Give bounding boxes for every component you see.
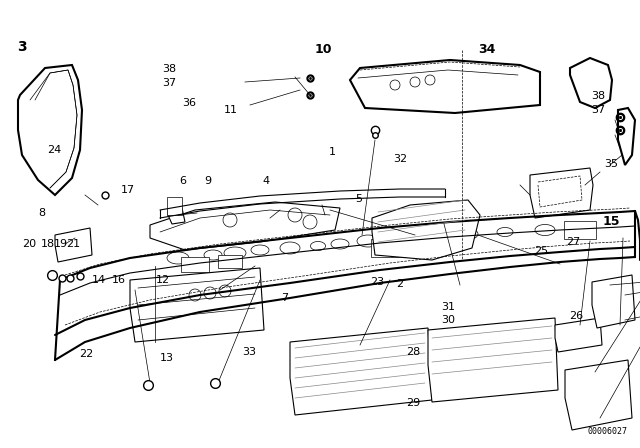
Text: 2: 2 xyxy=(396,280,404,289)
Polygon shape xyxy=(130,268,264,342)
Circle shape xyxy=(288,208,302,222)
Text: 9: 9 xyxy=(204,177,212,186)
Polygon shape xyxy=(350,60,540,113)
Polygon shape xyxy=(555,318,602,352)
Polygon shape xyxy=(150,202,340,250)
Text: 29: 29 xyxy=(406,398,420,408)
Text: 17: 17 xyxy=(121,185,135,195)
Polygon shape xyxy=(168,208,185,224)
Circle shape xyxy=(303,215,317,229)
Bar xyxy=(564,221,596,239)
Text: 00006027: 00006027 xyxy=(588,427,628,436)
Bar xyxy=(218,255,242,268)
Text: 18: 18 xyxy=(41,239,55,249)
Text: 21: 21 xyxy=(67,239,81,249)
Text: 16: 16 xyxy=(111,275,125,285)
Text: 38: 38 xyxy=(163,65,177,74)
Text: 5: 5 xyxy=(355,194,362,204)
Text: 38: 38 xyxy=(591,91,605,101)
Text: 8: 8 xyxy=(38,208,45,218)
Text: 33: 33 xyxy=(243,347,257,357)
Text: 30: 30 xyxy=(441,315,455,325)
Text: 19: 19 xyxy=(54,239,68,249)
Text: 3: 3 xyxy=(17,40,28,54)
Polygon shape xyxy=(18,65,82,195)
Text: 7: 7 xyxy=(281,293,289,303)
Polygon shape xyxy=(565,360,632,430)
Text: 15: 15 xyxy=(602,215,620,228)
Text: 4: 4 xyxy=(262,177,269,186)
Text: 6: 6 xyxy=(179,177,186,186)
Text: 20: 20 xyxy=(22,239,36,249)
Circle shape xyxy=(410,77,420,87)
Polygon shape xyxy=(428,318,558,402)
Text: 37: 37 xyxy=(591,105,605,115)
Text: 26: 26 xyxy=(569,311,583,321)
Circle shape xyxy=(425,75,435,85)
Text: 32: 32 xyxy=(393,154,407,164)
Text: 10: 10 xyxy=(314,43,332,56)
Polygon shape xyxy=(530,168,593,218)
Text: 23: 23 xyxy=(371,277,385,287)
Circle shape xyxy=(219,285,231,297)
Text: 36: 36 xyxy=(182,98,196,108)
Text: 11: 11 xyxy=(223,105,237,115)
Circle shape xyxy=(223,213,237,227)
Bar xyxy=(167,197,182,215)
Polygon shape xyxy=(372,200,480,260)
Bar xyxy=(181,257,209,272)
Bar xyxy=(371,239,406,257)
Polygon shape xyxy=(592,275,635,328)
Circle shape xyxy=(390,80,400,90)
Text: 31: 31 xyxy=(441,302,455,312)
Circle shape xyxy=(189,289,201,301)
Text: 37: 37 xyxy=(163,78,177,88)
Text: 27: 27 xyxy=(566,237,580,247)
Text: 13: 13 xyxy=(159,353,173,363)
Text: 25: 25 xyxy=(534,246,548,256)
Polygon shape xyxy=(290,328,432,415)
Polygon shape xyxy=(618,108,635,165)
Text: 35: 35 xyxy=(604,159,618,168)
Circle shape xyxy=(204,287,216,299)
Polygon shape xyxy=(570,58,612,108)
Text: 14: 14 xyxy=(92,275,106,285)
Text: 28: 28 xyxy=(406,347,420,357)
Text: 34: 34 xyxy=(477,43,495,56)
Text: 1: 1 xyxy=(330,147,336,157)
Polygon shape xyxy=(55,228,92,262)
Text: 24: 24 xyxy=(47,145,61,155)
Text: 12: 12 xyxy=(156,275,170,285)
Text: 22: 22 xyxy=(79,349,93,359)
